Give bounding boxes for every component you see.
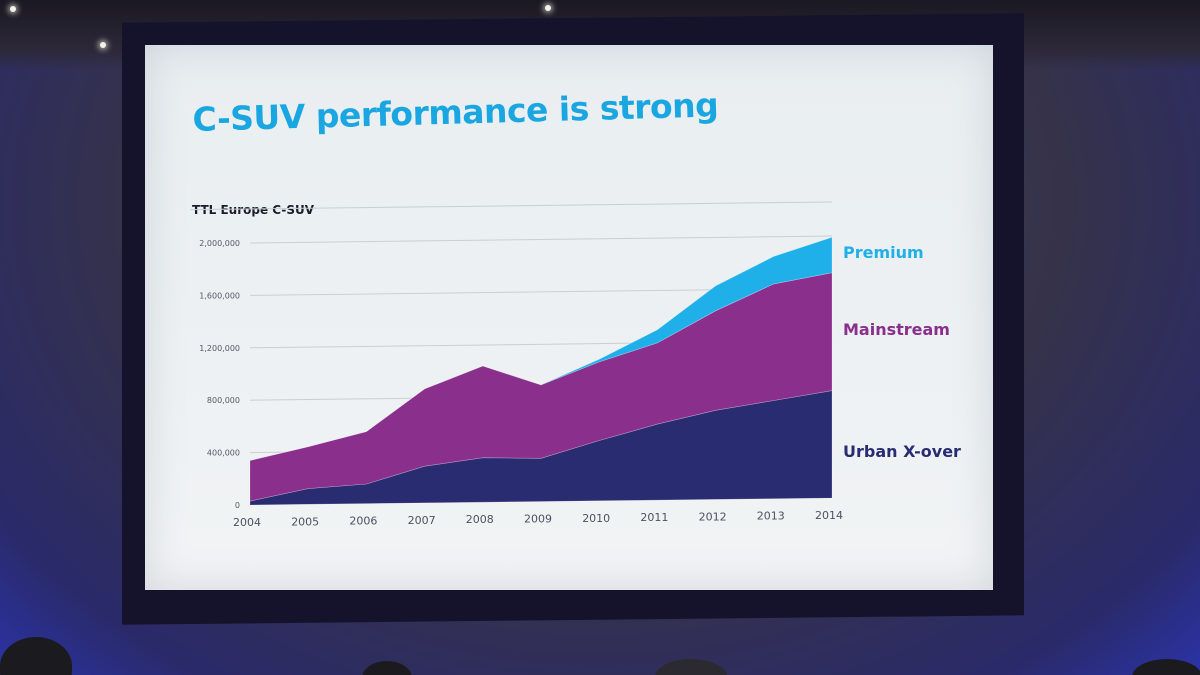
y-tick-label: 800,000 — [207, 396, 240, 405]
y-tick-label: 1,600,000 — [199, 291, 240, 300]
chart-title: TTL Europe C-SUV — [192, 203, 315, 217]
x-tick-label: 2007 — [408, 514, 436, 527]
y-tick-label: 1,200,000 — [199, 344, 240, 353]
audience-head — [362, 661, 412, 675]
ceiling-light — [100, 42, 106, 48]
legend-label-mainstream: Mainstream — [843, 320, 950, 339]
x-tick-label: 2008 — [466, 513, 494, 526]
area-premium — [249, 236, 833, 461]
ceiling-light — [10, 6, 16, 12]
x-tick-label: 2004 — [233, 516, 261, 529]
y-tick-label: 400,000 — [207, 449, 240, 458]
x-tick-label: 2011 — [640, 511, 668, 524]
legend-label-urban-x-over: Urban X-over — [843, 442, 961, 461]
x-tick-label: 2005 — [291, 515, 319, 528]
audience-head — [1132, 659, 1200, 675]
gridline — [189, 201, 833, 211]
legend: Urban X-over Mainstream Premium — [843, 243, 961, 461]
x-tick-label: 2009 — [524, 513, 552, 526]
gridline — [249, 235, 833, 244]
audience-head — [655, 659, 727, 675]
ceiling-light — [545, 5, 551, 11]
x-tick-label: 2013 — [757, 510, 785, 523]
y-tick-label: 2,000,000 — [199, 239, 240, 248]
y-axis-tick-labels: 0 400,000 800,000 1,200,000 1,600,000 2,000,0… — [199, 239, 240, 510]
x-tick-label: 2006 — [349, 515, 377, 528]
x-tick-label: 2012 — [699, 510, 727, 523]
x-tick-label: 2010 — [582, 512, 610, 525]
y-tick-label: 0 — [235, 501, 240, 510]
x-tick-label: 2014 — [815, 509, 843, 522]
area-mainstream — [249, 272, 833, 502]
x-axis-tick-labels: 2004 2005 2006 2007 2008 2009 2010 2011 2012 2013… — [233, 509, 843, 529]
area-series — [249, 236, 833, 506]
legend-label-premium: Premium — [843, 243, 924, 262]
